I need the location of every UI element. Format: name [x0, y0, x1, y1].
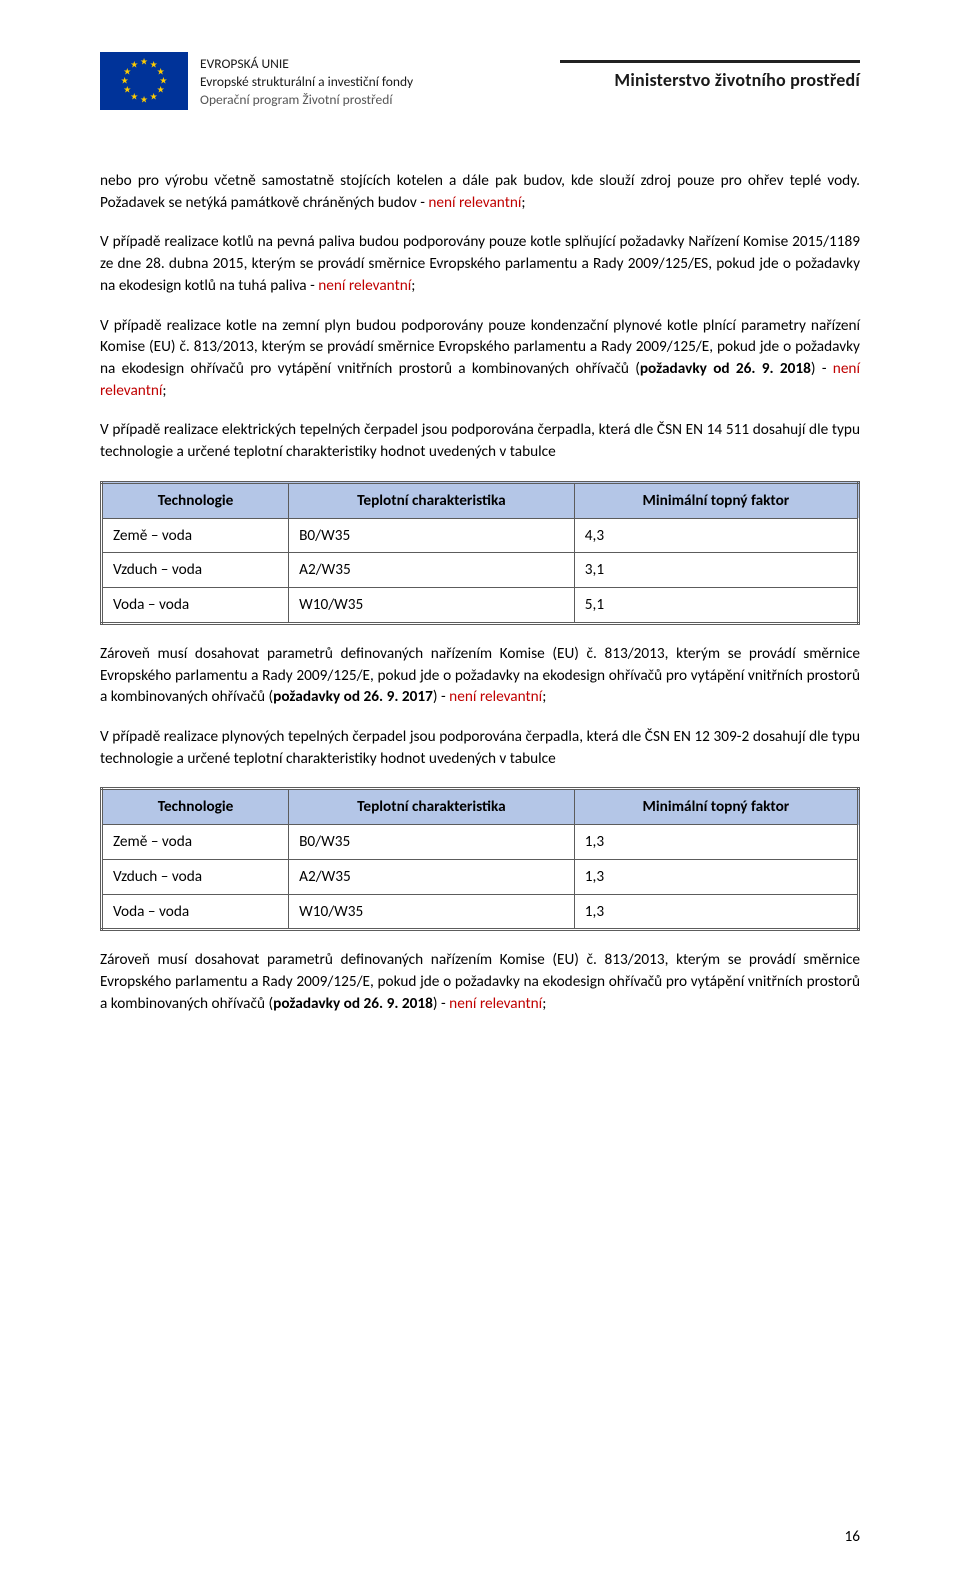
table-row: Vzduch – voda A2/W35 3,1 — [102, 553, 859, 588]
page-header: ★ ★ ★ ★ ★ ★ ★ ★ ★ ★ ★ ★ EVROPSKÁ UNIE Ev… — [100, 52, 860, 110]
cell: A2/W35 — [289, 553, 575, 588]
table-row: Země – voda B0/W35 4,3 — [102, 518, 859, 553]
p2-red: není relevantní — [318, 276, 411, 295]
col-teplotni: Teplotní charakteristika — [289, 789, 575, 825]
p1-text-b: ; — [521, 193, 525, 212]
p7-bold: požadavky od 26. 9. 2018 — [273, 994, 433, 1013]
paragraph-2: V případě realizace kotlů na pevná paliv… — [100, 231, 860, 296]
eu-flag-icon: ★ ★ ★ ★ ★ ★ ★ ★ ★ ★ ★ ★ — [100, 52, 188, 110]
ministry-divider — [560, 60, 860, 63]
cell: W10/W35 — [289, 588, 575, 624]
paragraph-3: V případě realizace kotle na zemní plyn … — [100, 315, 860, 402]
col-technologie: Technologie — [102, 482, 289, 518]
cell: Voda – voda — [102, 588, 289, 624]
cell: 4,3 — [574, 518, 858, 553]
p5-text-c: ; — [542, 687, 546, 706]
cell: 1,3 — [574, 894, 858, 930]
cell: Vzduch – voda — [102, 553, 289, 588]
table-row: Voda – voda W10/W35 1,3 — [102, 894, 859, 930]
heat-pump-table-2: Technologie Teplotní charakteristika Min… — [100, 787, 860, 931]
eu-line3: Operační program Životní prostředí — [200, 91, 413, 109]
eu-line1: EVROPSKÁ UNIE — [200, 55, 413, 73]
cell: 3,1 — [574, 553, 858, 588]
cell: A2/W35 — [289, 859, 575, 894]
page-number: 16 — [844, 1527, 860, 1546]
heat-pump-table-1: Technologie Teplotní charakteristika Min… — [100, 481, 860, 625]
cell: W10/W35 — [289, 894, 575, 930]
cell: Voda – voda — [102, 894, 289, 930]
table-row: Vzduch – voda A2/W35 1,3 — [102, 859, 859, 894]
col-faktor: Minimální topný faktor — [574, 482, 858, 518]
cell: B0/W35 — [289, 825, 575, 860]
paragraph-6: V případě realizace plynových tepelných … — [100, 726, 860, 769]
table-header-row: Technologie Teplotní charakteristika Min… — [102, 482, 859, 518]
cell: Vzduch – voda — [102, 859, 289, 894]
cell: Země – voda — [102, 518, 289, 553]
p2-text-b: ; — [411, 276, 415, 295]
table-header-row: Technologie Teplotní charakteristika Min… — [102, 789, 859, 825]
p7-red: není relevantní — [449, 994, 542, 1013]
col-teplotni: Teplotní charakteristika — [289, 482, 575, 518]
p7-text-c: ; — [542, 994, 546, 1013]
cell: B0/W35 — [289, 518, 575, 553]
col-technologie: Technologie — [102, 789, 289, 825]
eu-header-text: EVROPSKÁ UNIE Evropské strukturální a in… — [200, 52, 413, 110]
cell: 5,1 — [574, 588, 858, 624]
p3-text-b: ) - — [811, 359, 833, 378]
ministry-label: Ministerstvo životního prostředí — [560, 69, 860, 91]
header-left-block: ★ ★ ★ ★ ★ ★ ★ ★ ★ ★ ★ ★ EVROPSKÁ UNIE Ev… — [100, 52, 413, 110]
p5-bold: požadavky od 26. 9. 2017 — [273, 687, 433, 706]
table-row: Voda – voda W10/W35 5,1 — [102, 588, 859, 624]
p5-red: není relevantní — [449, 687, 542, 706]
cell: 1,3 — [574, 825, 858, 860]
col-faktor: Minimální topný faktor — [574, 789, 858, 825]
p2-text-a: V případě realizace kotlů na pevná paliv… — [100, 232, 860, 294]
paragraph-7: Zároveň musí dosahovat parametrů definov… — [100, 949, 860, 1014]
table-row: Země – voda B0/W35 1,3 — [102, 825, 859, 860]
paragraph-4: V případě realizace elektrických tepelný… — [100, 419, 860, 462]
eu-line2: Evropské strukturální a investiční fondy — [200, 73, 413, 91]
p3-text-c: ; — [162, 381, 166, 400]
paragraph-1: nebo pro výrobu včetně samostatně stojíc… — [100, 170, 860, 213]
cell: 1,3 — [574, 859, 858, 894]
p1-red: není relevantní — [428, 193, 521, 212]
p5-text-b: ) - — [433, 687, 449, 706]
cell: Země – voda — [102, 825, 289, 860]
paragraph-5: Zároveň musí dosahovat parametrů definov… — [100, 643, 860, 708]
p3-bold: požadavky od 26. 9. 2018 — [640, 359, 811, 378]
header-right-block: Ministerstvo životního prostředí — [560, 52, 860, 91]
document-body: nebo pro výrobu včetně samostatně stojíc… — [100, 170, 860, 1014]
p7-text-b: ) - — [433, 994, 449, 1013]
